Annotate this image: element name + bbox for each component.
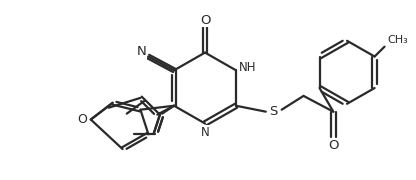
Text: CH₃: CH₃ xyxy=(388,35,408,45)
Text: O: O xyxy=(328,139,339,152)
Text: N: N xyxy=(136,45,146,58)
Text: N: N xyxy=(201,126,209,139)
Text: O: O xyxy=(77,113,87,126)
Text: S: S xyxy=(270,105,278,118)
Text: NH: NH xyxy=(239,61,257,74)
Text: O: O xyxy=(200,14,210,27)
